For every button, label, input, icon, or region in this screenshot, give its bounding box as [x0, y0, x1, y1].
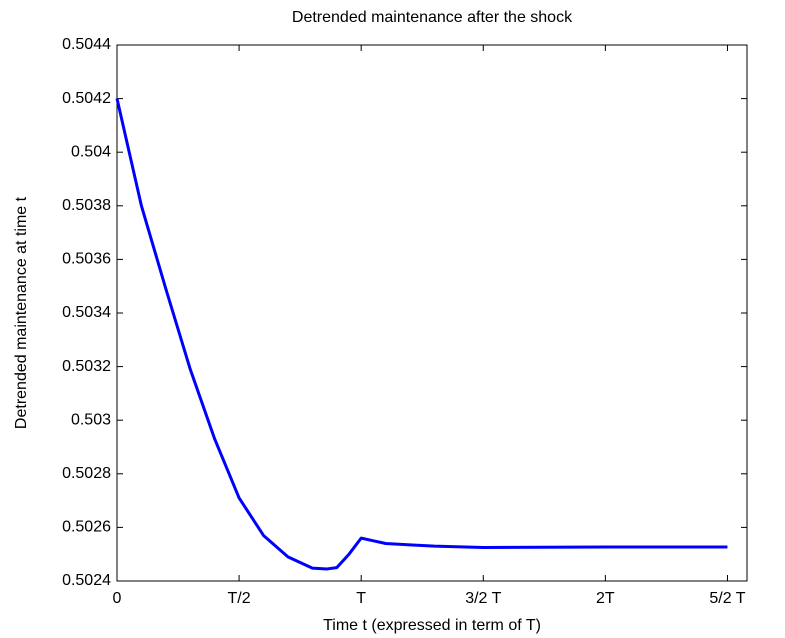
y-tick-label: 0.5024: [62, 572, 111, 589]
y-tick-label: 0.5034: [62, 304, 111, 321]
y-axis-label: Detrended maintenance at time t: [13, 196, 30, 429]
y-tick-label: 0.5042: [62, 90, 111, 107]
y-tick-label: 0.5044: [62, 36, 111, 53]
y-tick-label: 0.5032: [62, 358, 111, 375]
x-axis-label: Time t (expressed in term of T): [323, 617, 541, 634]
x-tick-label: 3/2 T: [465, 590, 501, 607]
y-tick-label: 0.503: [71, 411, 111, 428]
y-tick-label: 0.5036: [62, 251, 111, 268]
x-tick-label: 0: [113, 590, 122, 607]
y-tick-label: 0.5038: [62, 197, 111, 214]
x-tick-label: 5/2 T: [709, 590, 745, 607]
x-tick-label: 2T: [596, 590, 615, 607]
y-tick-label: 0.5026: [62, 519, 111, 536]
x-tick-label: T: [356, 590, 366, 607]
plot-frame: [116, 44, 748, 582]
y-tick-label: 0.5028: [62, 465, 111, 482]
x-tick-label: T/2: [228, 590, 251, 607]
line-series: [115, 98, 728, 571]
y-tick-label: 0.504: [71, 143, 111, 160]
chart-title: Detrended maintenance after the shock: [292, 9, 573, 26]
